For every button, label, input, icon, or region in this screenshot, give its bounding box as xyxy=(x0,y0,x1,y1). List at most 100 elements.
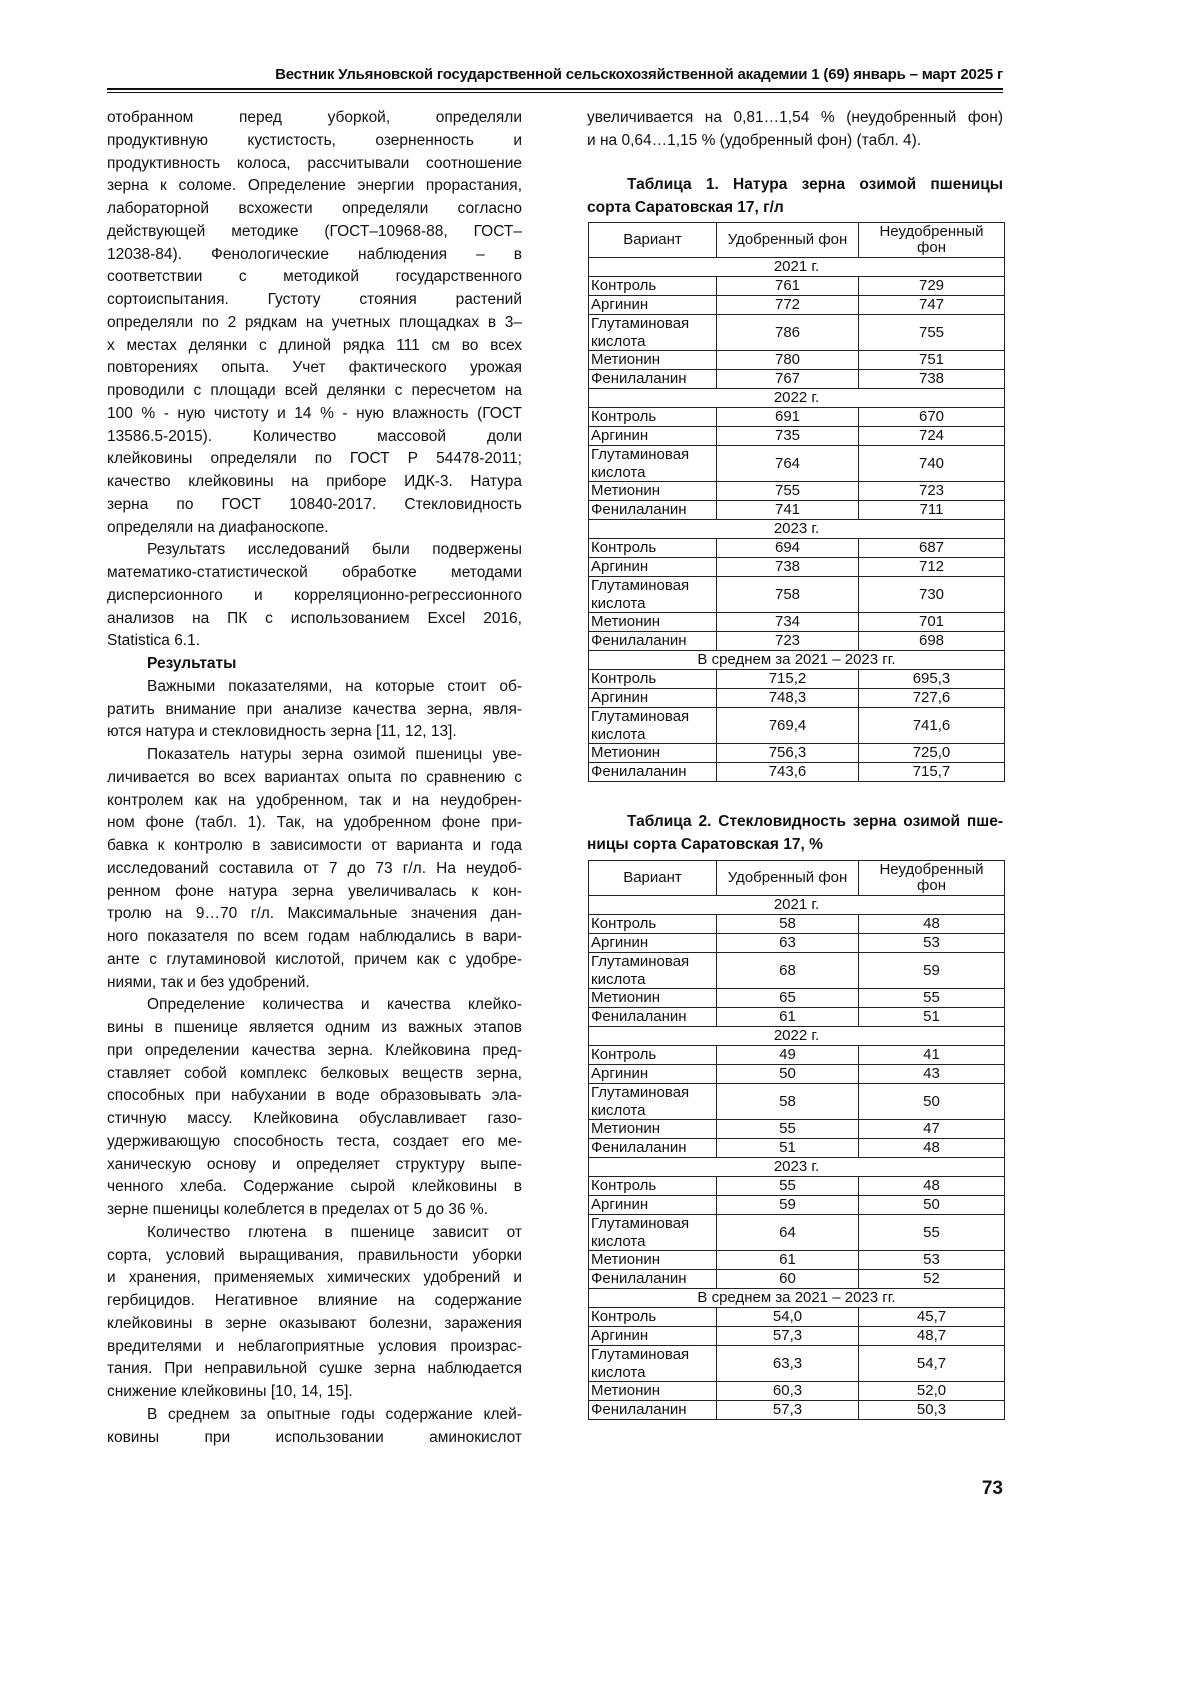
text-line: Важными показателями, на которые стоит о… xyxy=(107,676,522,699)
variant-cell: Метионин xyxy=(589,1251,717,1270)
text-line: Результатs исследований были подвержены xyxy=(107,539,522,562)
value-cell: 748,3 xyxy=(717,689,859,708)
value-cell: 65 xyxy=(717,989,859,1008)
text-line: лабораторной всхожести определяли соглас… xyxy=(107,198,522,221)
value-cell: 41 xyxy=(859,1046,1005,1065)
table-1: ВариантУдобренный фонНеудобренный фон202… xyxy=(588,222,1005,782)
text-line: отобранном перед уборкой, определяли xyxy=(107,107,522,130)
value-cell: 670 xyxy=(859,408,1005,427)
value-cell: 695,3 xyxy=(859,670,1005,689)
table-row: Фенилаланин5148 xyxy=(589,1139,1005,1158)
text-line: 13586.5-2015). Количество массовой доли xyxy=(107,426,522,449)
value-cell: 738 xyxy=(717,558,859,577)
value-cell: 55 xyxy=(859,989,1005,1008)
text-line: снижение клейковины [10, 14, 15]. xyxy=(107,1381,522,1404)
value-cell: 772 xyxy=(717,296,859,315)
variant-cell: Метионин xyxy=(589,744,717,763)
value-cell: 54,0 xyxy=(717,1308,859,1327)
value-cell: 747 xyxy=(859,296,1005,315)
text-line: зерне пшеницы колеблется в пределах от 5… xyxy=(107,1199,522,1222)
variant-cell: Фенилаланин xyxy=(589,1270,717,1289)
text-line: ратить внимание при анализе качества зер… xyxy=(107,699,522,722)
paragraph: Результатs исследований были подверженым… xyxy=(107,539,522,653)
column-header: Неудобренный фон xyxy=(859,861,1005,896)
text-line: увеличивается на 0,81…1,54 % (неудобренн… xyxy=(587,107,1003,130)
value-cell: 52 xyxy=(859,1270,1005,1289)
section-label: 2022 г. xyxy=(589,389,1005,408)
text-line: ставляет собой комплекс белковых веществ… xyxy=(107,1063,522,1086)
column-header-label: Неудобренный фон xyxy=(873,862,991,894)
value-cell: 729 xyxy=(859,277,1005,296)
table-2-title: Таблица 2. Стекловидность зерна озимой п… xyxy=(587,811,1003,857)
table-row: Глутаминовая кислота6455 xyxy=(589,1215,1005,1251)
text-line: вины в пшенице является одним из важных … xyxy=(107,1017,522,1040)
value-cell: 738 xyxy=(859,370,1005,389)
value-cell: 55 xyxy=(859,1215,1005,1251)
variant-cell: Контроль xyxy=(589,277,717,296)
page-number: 73 xyxy=(970,1478,1003,1500)
text-line: вредителями и неблагоприятные условия пр… xyxy=(107,1336,522,1359)
text-line: Statistica 6.1. xyxy=(107,630,522,653)
text-line: ного показателя по всем годам наблюдалис… xyxy=(107,926,522,949)
value-cell: 727,6 xyxy=(859,689,1005,708)
variant-cell: Аргинин xyxy=(589,1327,717,1346)
table-row: Контроль54,045,7 xyxy=(589,1308,1005,1327)
value-cell: 50,3 xyxy=(859,1401,1005,1420)
table-row: Метионин6153 xyxy=(589,1251,1005,1270)
column-header: Удобренный фон xyxy=(717,861,859,896)
variant-cell: Контроль xyxy=(589,408,717,427)
section-label: 2023 г. xyxy=(589,520,1005,539)
text-line: определяли по 2 рядкам на учетных площад… xyxy=(107,312,522,335)
text-line: Результаты xyxy=(107,653,522,676)
table-row: Фенилаланин6151 xyxy=(589,1008,1005,1027)
value-cell: 47 xyxy=(859,1120,1005,1139)
text-line: зерна к соломе. Определение энергии прор… xyxy=(107,175,522,198)
text-line: продуктивную кустистость, озерненность и xyxy=(107,130,522,153)
value-cell: 755 xyxy=(717,482,859,501)
value-cell: 43 xyxy=(859,1065,1005,1084)
value-cell: 68 xyxy=(717,953,859,989)
section-row: В среднем за 2021 – 2023 гг. xyxy=(589,651,1005,670)
variant-cell: Метионин xyxy=(589,1120,717,1139)
text-line: клейковины определяли по ГОСТ Р 54478-20… xyxy=(107,448,522,471)
value-cell: 52,0 xyxy=(859,1382,1005,1401)
section-label: 2021 г. xyxy=(589,258,1005,277)
table-row: Метионин780751 xyxy=(589,351,1005,370)
variant-cell: Фенилаланин xyxy=(589,1008,717,1027)
variant-cell: Аргинин xyxy=(589,1196,717,1215)
variant-cell: Глутаминовая кислота xyxy=(589,446,717,482)
value-cell: 59 xyxy=(859,953,1005,989)
right-column-intro: увеличивается на 0,81…1,54 % (неудобренн… xyxy=(587,107,1003,153)
value-cell: 63,3 xyxy=(717,1346,859,1382)
table-row: Глутаминовая кислота6859 xyxy=(589,953,1005,989)
value-cell: 55 xyxy=(717,1120,859,1139)
table-row: Глутаминовая кислота786755 xyxy=(589,315,1005,351)
value-cell: 51 xyxy=(859,1008,1005,1027)
value-cell: 50 xyxy=(717,1065,859,1084)
table-row: Глутаминовая кислота769,4741,6 xyxy=(589,708,1005,744)
variant-cell: Контроль xyxy=(589,1046,717,1065)
value-cell: 701 xyxy=(859,613,1005,632)
value-cell: 761 xyxy=(717,277,859,296)
text-line: ренном фоне натура зерна увеличивалась к… xyxy=(107,881,522,904)
table-row: Контроль761729 xyxy=(589,277,1005,296)
variant-cell: Глутаминовая кислота xyxy=(589,577,717,613)
value-cell: 58 xyxy=(717,1084,859,1120)
value-cell: 751 xyxy=(859,351,1005,370)
section-row: 2021 г. xyxy=(589,258,1005,277)
value-cell: 764 xyxy=(717,446,859,482)
left-column: отобранном перед уборкой, определялипрод… xyxy=(107,107,522,1449)
text-line: и хранения, применяемых химических удобр… xyxy=(107,1267,522,1290)
text-line: проводили с площади всей делянки с перес… xyxy=(107,380,522,403)
variant-cell: Аргинин xyxy=(589,689,717,708)
text-line: стичную массу. Клейковина обуславливает … xyxy=(107,1108,522,1131)
text-line: исследований составила от 7 до 73 г/л. Н… xyxy=(107,858,522,881)
journal-header: Вестник Ульяновской государственной сель… xyxy=(107,66,1003,83)
variant-cell: Метионин xyxy=(589,613,717,632)
paragraph: Количество глютена в пшенице зависит отс… xyxy=(107,1222,522,1404)
table-1-title: Таблица 1. Натура зерна озимой пшеницысо… xyxy=(587,174,1003,220)
text-line: ханическую основу и определяет структуру… xyxy=(107,1154,522,1177)
value-cell: 758 xyxy=(717,577,859,613)
value-cell: 786 xyxy=(717,315,859,351)
table-row: Фенилаланин743,6715,7 xyxy=(589,763,1005,782)
